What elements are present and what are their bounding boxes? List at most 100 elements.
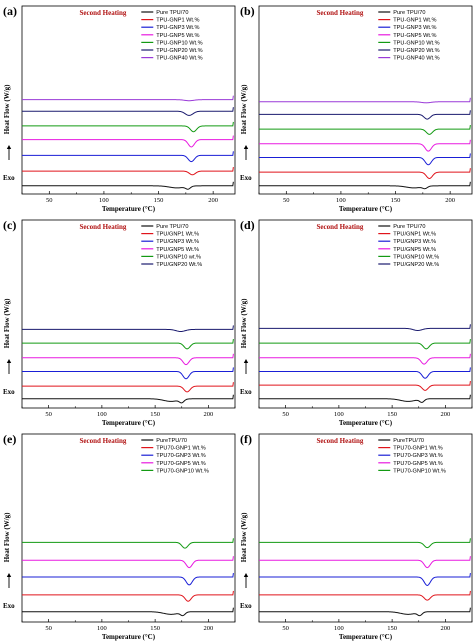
legend-entry: TPU-GNP3 Wt.%: [393, 25, 436, 31]
legend-entry: PureTPU/70: [156, 438, 187, 444]
exo-arrow-head: [243, 573, 249, 577]
legend-entry: TPU/GNP1 Wt.%: [393, 232, 436, 238]
exo-arrow-head: [6, 359, 12, 363]
chart-panel-4: (d) Second Heating Pure TPU/70 TPU/GNP1 Wt.…: [240, 218, 473, 427]
y-axis-label: Heat Flow (W/g): [240, 84, 248, 134]
legend-entry: TPU/GNP3 Wt.%: [156, 239, 199, 245]
panel-label: (a): [3, 4, 17, 18]
series-line: [22, 95, 234, 102]
x-tick-label: 100: [334, 411, 344, 418]
series-line: [22, 394, 234, 404]
x-tick-label: 150: [150, 411, 160, 418]
series-line: [22, 135, 234, 148]
x-tick-label: 100: [334, 625, 344, 632]
legend-entry: TPU/GNP3 Wt.%: [393, 239, 436, 245]
plot-frame: [21, 219, 236, 409]
y-axis-label: Heat Flow (W/g): [3, 84, 11, 134]
x-tick-label: 150: [391, 197, 401, 204]
x-tick-label: 150: [387, 625, 397, 632]
legend-entry: TPU/GNP5 Wt.%: [393, 247, 436, 253]
series-line: [22, 382, 234, 393]
legend-entry: TPU70-GNP5 Wt.%: [393, 461, 442, 467]
x-axis-label: Temperature (°C): [102, 419, 156, 427]
panel-label: (c): [3, 218, 16, 232]
series-line: [22, 590, 234, 602]
legend-entry: TPU70-GNP5 Wt.%: [156, 461, 205, 467]
series-line: [259, 590, 471, 601]
legend-entry: TPU-GNP5 Wt.%: [156, 33, 199, 39]
legend-entry: TPU70-GNP3 Wt.%: [156, 453, 205, 459]
legend-entry: TPU70-GNP10 Wt.%: [156, 468, 209, 474]
legend-entry: Pure TPU/70: [156, 224, 188, 230]
series-line: [22, 339, 234, 350]
series-line: [259, 353, 471, 365]
x-tick-label: 200: [441, 625, 451, 632]
legend-entry: TPU-GNP1 Wt.%: [156, 18, 199, 24]
panel-label: (d): [240, 218, 255, 232]
series-line: [22, 107, 234, 116]
series-line: [259, 394, 471, 403]
exo-arrow-head: [243, 359, 249, 363]
exo-arrow-head: [6, 145, 12, 149]
series-line: [22, 572, 234, 586]
panel-label: (e): [3, 432, 16, 446]
chart-panel-5: (e) Second Heating PureTPU/70 TPU70-GNP1 Wt…: [3, 432, 236, 641]
x-tick-label: 150: [154, 197, 164, 204]
heating-title: Second Heating: [80, 437, 127, 445]
x-tick-label: 50: [282, 411, 289, 418]
series-line: [259, 97, 471, 104]
series-line: [259, 572, 471, 586]
x-axis-label: Temperature (°C): [102, 205, 156, 213]
heating-title: Second Heating: [317, 223, 364, 231]
x-tick-label: 150: [387, 411, 397, 418]
heating-title: Second Heating: [80, 9, 127, 17]
heating-title: Second Heating: [317, 9, 364, 17]
x-tick-label: 50: [283, 197, 290, 204]
legend-entry: TPU-GNP5 Wt.%: [393, 33, 436, 39]
x-tick-label: 50: [282, 625, 289, 632]
series-line: [259, 607, 471, 617]
x-tick-label: 50: [45, 625, 52, 632]
legend-entry: Pure TPU/70: [393, 10, 425, 16]
legend-entry: TPU-GNP1 Wt.%: [393, 18, 436, 24]
x-axis-label: Temperature (°C): [102, 633, 156, 641]
exo-arrow-head: [243, 145, 249, 149]
legend-entry: Pure TPU/70: [156, 10, 188, 16]
heating-title: Second Heating: [80, 223, 127, 231]
legend-entry: PureTPU/70: [393, 438, 424, 444]
series-line: [259, 181, 471, 190]
chart-panel-6: (f) Second Heating PureTPU/70 TPU70-GNP1 Wt…: [240, 432, 473, 641]
series-line: [259, 324, 471, 331]
series-line: [259, 538, 471, 549]
legend-entry: TPU-GNP20 Wt.%: [393, 48, 439, 54]
series-line: [259, 110, 471, 120]
exo-label: Exo: [240, 602, 252, 610]
y-axis-label: Heat Flow (W/g): [3, 298, 11, 348]
series-line: [22, 167, 234, 176]
y-axis-label: Heat Flow (W/g): [240, 512, 248, 562]
chart-panel-3: (c) Second Heating Pure TPU/70 TPU/GNP1 Wt.…: [3, 218, 236, 427]
series-line: [22, 181, 234, 190]
x-tick-label: 200: [204, 625, 214, 632]
x-tick-label: 100: [97, 625, 107, 632]
series-line: [22, 367, 234, 380]
legend-entry: TPU/GNP20 Wt.%: [156, 262, 202, 268]
exo-label: Exo: [3, 174, 15, 182]
legend-entry: TPU-GNP40 Wt.%: [393, 56, 439, 62]
exo-label: Exo: [240, 388, 252, 396]
heating-title: Second Heating: [317, 437, 364, 445]
legend-entry: TPU70-GNP3 Wt.%: [393, 453, 442, 459]
series-line: [259, 556, 471, 569]
legend-entry: TPU/GNP10 wt.%: [156, 254, 201, 260]
legend-entry: TPU-GNP20 Wt.%: [156, 48, 202, 54]
panel-label: (b): [240, 4, 255, 18]
x-tick-label: 200: [208, 197, 218, 204]
series-line: [22, 538, 234, 549]
exo-label: Exo: [3, 388, 15, 396]
x-axis-label: Temperature (°C): [339, 633, 393, 641]
legend-entry: TPU/GNP1 Wt.%: [156, 232, 199, 238]
y-axis-label: Heat Flow (W/g): [240, 298, 248, 348]
series-line: [22, 151, 234, 163]
series-line: [22, 556, 234, 569]
